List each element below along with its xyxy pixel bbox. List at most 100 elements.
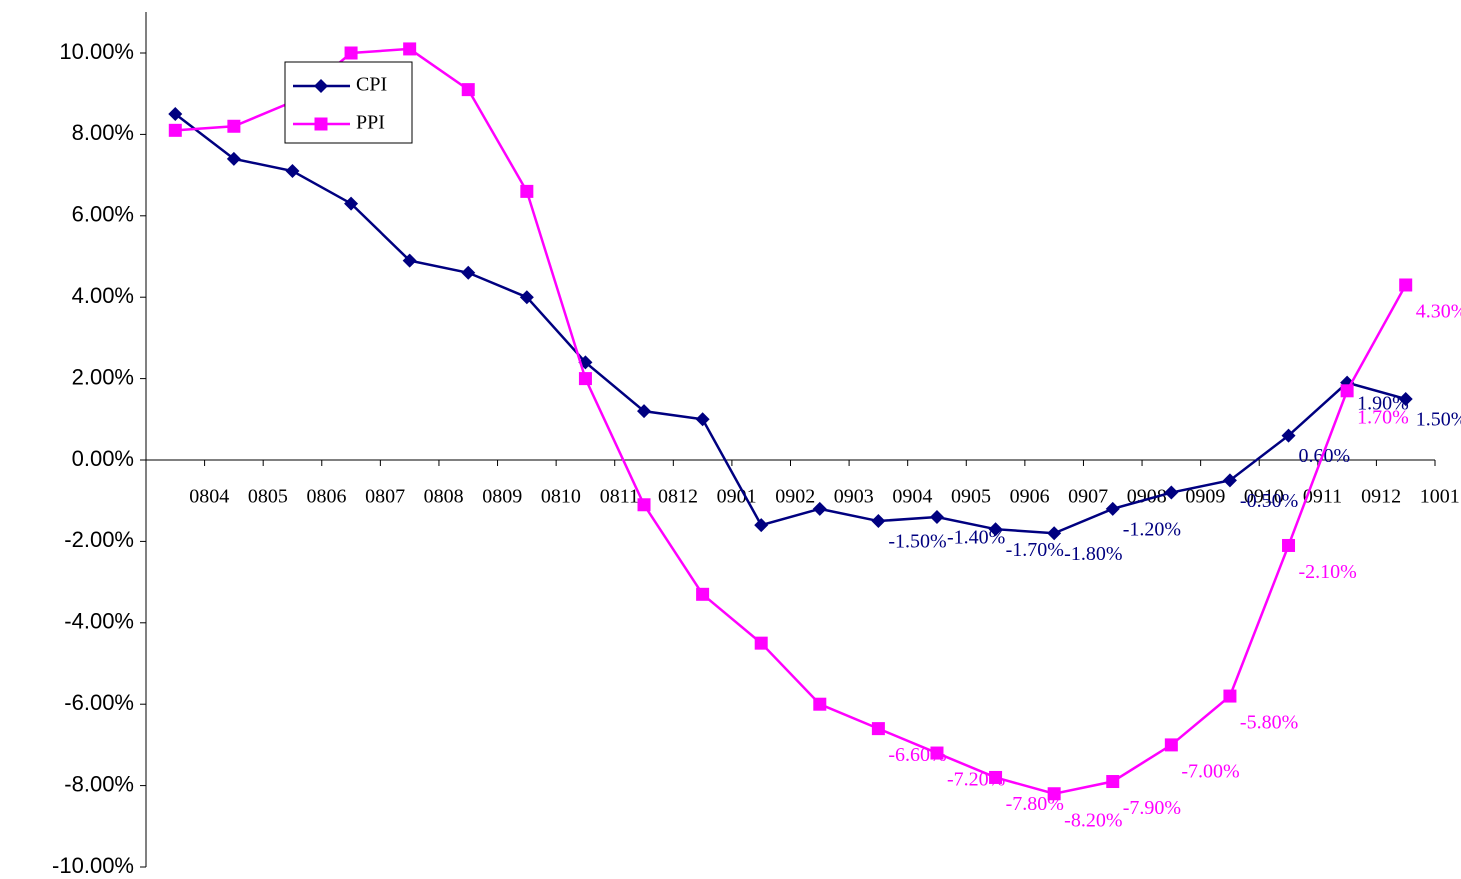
x-tick-label: 0905 <box>951 486 991 508</box>
marker <box>1398 391 1413 406</box>
data-label: -7.80% <box>1006 793 1064 815</box>
marker <box>1105 501 1120 516</box>
data-label: -2.10% <box>1299 561 1357 583</box>
marker <box>695 412 710 427</box>
marker <box>403 42 417 56</box>
marker <box>314 79 328 93</box>
x-tick-label: 0812 <box>658 486 698 508</box>
marker <box>1222 473 1237 488</box>
data-label: 0.60% <box>1299 445 1351 467</box>
x-tick-label: 0903 <box>834 486 874 508</box>
x-tick-label: 0906 <box>1010 486 1050 508</box>
marker <box>519 290 534 305</box>
legend-label: PPI <box>356 112 385 134</box>
data-label: -1.20% <box>1123 518 1181 540</box>
marker <box>1106 775 1120 789</box>
y-tick-label: 4.00% <box>72 283 134 308</box>
marker <box>637 498 651 512</box>
data-label: -7.00% <box>1181 760 1239 782</box>
marker <box>1223 689 1237 703</box>
marker <box>344 196 359 211</box>
x-tick-label: 0901 <box>717 486 757 508</box>
marker <box>1047 787 1061 801</box>
data-label: -7.90% <box>1123 797 1181 819</box>
series-line <box>174 113 1407 535</box>
x-tick-label: 0808 <box>424 486 464 508</box>
legend-box <box>284 61 413 144</box>
y-tick-label: 0.00% <box>72 446 134 471</box>
x-tick-label: 0902 <box>775 486 815 508</box>
marker <box>226 151 241 166</box>
x-tick-label: 0904 <box>892 486 932 508</box>
marker <box>929 509 944 524</box>
data-label: 4.30% <box>1416 301 1461 323</box>
marker <box>1281 428 1296 443</box>
x-tick-label: 0805 <box>248 486 288 508</box>
marker <box>168 107 183 122</box>
marker <box>1340 384 1354 398</box>
marker <box>1282 538 1296 552</box>
y-tick-label: 2.00% <box>72 364 134 389</box>
x-tick-label: 0804 <box>189 486 229 508</box>
marker <box>989 770 1003 784</box>
y-tick-label: -6.00% <box>64 690 134 715</box>
data-label: -8.20% <box>1064 809 1122 831</box>
y-tick-label: 10.00% <box>59 39 134 64</box>
y-tick-label: -10.00% <box>52 853 134 878</box>
marker <box>871 514 886 529</box>
data-label: -1.70% <box>1006 539 1064 561</box>
marker <box>168 123 182 137</box>
data-label: -0.50% <box>1240 490 1298 512</box>
marker <box>520 184 534 198</box>
marker <box>344 46 358 60</box>
series-line <box>175 47 1407 796</box>
marker <box>813 697 827 711</box>
data-label: -1.50% <box>888 531 946 553</box>
x-tick-label: 0809 <box>482 486 522 508</box>
marker <box>461 83 475 97</box>
marker <box>227 119 241 133</box>
y-tick-label: -8.00% <box>64 771 134 796</box>
data-label: 1.50% <box>1416 409 1461 431</box>
data-label: -6.60% <box>888 744 946 766</box>
marker <box>285 164 300 179</box>
x-tick-label: 0909 <box>1185 486 1225 508</box>
data-label: -1.40% <box>947 527 1005 549</box>
data-label: -7.20% <box>947 769 1005 791</box>
marker <box>314 117 328 131</box>
data-label: 1.70% <box>1357 406 1409 428</box>
marker <box>1164 738 1178 752</box>
marker <box>637 404 652 419</box>
marker <box>696 587 710 601</box>
x-tick-label: 1001 <box>1420 486 1460 508</box>
x-tick-label: 0807 <box>365 486 405 508</box>
marker <box>1399 278 1413 292</box>
x-tick-label: 0811 <box>600 486 639 508</box>
marker <box>871 722 885 736</box>
marker <box>1047 526 1062 541</box>
x-tick-label: 0911 <box>1303 486 1342 508</box>
marker <box>754 518 769 533</box>
y-tick-label: 6.00% <box>72 202 134 227</box>
legend: CPI PPI <box>284 61 413 144</box>
y-tick-label: -2.00% <box>64 527 134 552</box>
data-label: -5.80% <box>1240 712 1298 734</box>
data-label: -1.80% <box>1064 543 1122 565</box>
marker <box>930 746 944 760</box>
x-tick-label: 0806 <box>306 486 346 508</box>
x-tick-label: 0907 <box>1068 486 1108 508</box>
marker <box>578 372 592 386</box>
x-tick-label: 0910 <box>1244 486 1284 508</box>
marker <box>988 522 1003 537</box>
marker <box>812 501 827 516</box>
y-tick-label: 8.00% <box>72 120 134 145</box>
marker <box>1164 485 1179 500</box>
marker <box>754 636 768 650</box>
x-tick-label: 0810 <box>541 486 581 508</box>
data-label: 1.90% <box>1357 392 1409 414</box>
marker <box>461 265 476 280</box>
legend-label: CPI <box>356 74 387 96</box>
marker <box>402 253 417 268</box>
y-tick-label: -4.00% <box>64 609 134 634</box>
